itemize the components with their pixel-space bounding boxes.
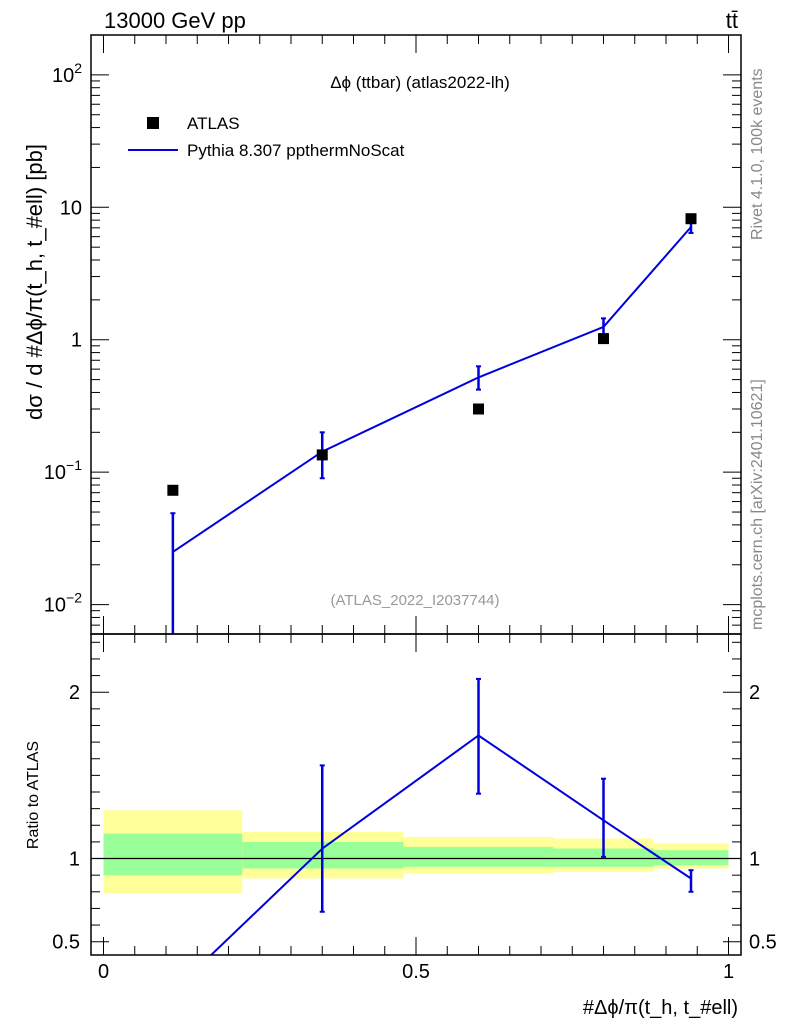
- main-y-axis-label-text: dσ / d #Δϕ/π(t_h, t_#ell) [pb]: [22, 144, 47, 420]
- ratio-y-tick-labels: 2 2 1 1 0.5 0.5: [52, 682, 777, 953]
- main-panel: 102 10 1 10−1 10−2 Δϕ (ttbar) (atlas2022-lh)…: [22, 34, 742, 635]
- uncertainty-band-inner: [103, 833, 243, 876]
- ratio-frame: [90, 633, 742, 956]
- process-title: tt̄: [726, 8, 738, 33]
- ratio-series-group: [209, 677, 694, 955]
- main-y-axis-label: dσ / d #Δϕ/π(t_h, t_#ell) [pb]: [22, 144, 47, 420]
- data-point: [316, 449, 328, 461]
- ratio-y-tick-label-left: 1: [69, 849, 80, 871]
- main-plot-content: [167, 213, 697, 634]
- ratio-y-tick-label-left: 0.5: [52, 932, 80, 954]
- main-y-tick-label: 102: [52, 60, 82, 87]
- main-axis-ticks: [91, 34, 741, 635]
- x-axis-label: #Δϕ/π(t_h, t_#ell): [583, 997, 738, 1019]
- x-tick-label: 0.5: [402, 961, 430, 983]
- main-y-tick-labels: 102 10 1 10−1 10−2: [44, 60, 82, 617]
- ratio-y-tick-label-right: 0.5: [749, 932, 777, 954]
- ratio-plot-content: [91, 677, 741, 955]
- legend-data-marker: [147, 117, 159, 129]
- main-y-tick-label: 10−2: [44, 590, 82, 617]
- x-tick-label: 1: [723, 961, 734, 983]
- x-tick-labels: 0 0.5 1: [98, 961, 734, 983]
- ratio-panel: 2 21 10.5 0.5 0 0.5 1 Ratio to ATLAS #Δϕ/π(t_…: [25, 633, 777, 1019]
- main-y-tick-label: 1: [71, 330, 82, 352]
- main-y-tick-label: 10−1: [44, 457, 82, 484]
- ratio-y-tick-label-left: 2: [69, 682, 80, 704]
- data-point: [167, 484, 179, 496]
- analysis-watermark: (ATLAS_2022_I2037744): [330, 592, 499, 609]
- data-point: [473, 403, 484, 415]
- mc-line: [172, 226, 692, 553]
- legend-data-label: ATLAS: [187, 114, 240, 133]
- plot-title: Δϕ (ttbar) (atlas2022-lh): [330, 73, 510, 92]
- ratio-y-tick-label-right: 2: [749, 682, 760, 704]
- ratio-y-axis-label: Ratio to ATLAS: [25, 741, 42, 849]
- energy-title: 13000 GeV pp: [104, 8, 246, 33]
- uncertainty-band-inner: [403, 846, 554, 867]
- rivet-label: Rivet 4.1.0, 100k events: [749, 68, 766, 240]
- ratio-axis-ticks: [91, 634, 741, 955]
- mcplots-label: mcplots.cern.ch [arXiv:2401.10621]: [749, 379, 766, 630]
- data-point: [598, 333, 609, 345]
- legend-mc-label: Pythia 8.307 ppthermNoScat: [187, 141, 405, 160]
- ratio-y-tick-label-right: 1: [749, 849, 760, 871]
- x-tick-label: 0: [98, 961, 109, 983]
- main-y-tick-label: 10: [60, 197, 82, 219]
- uncertainty-band-inner: [653, 850, 729, 866]
- data-point: [685, 213, 697, 225]
